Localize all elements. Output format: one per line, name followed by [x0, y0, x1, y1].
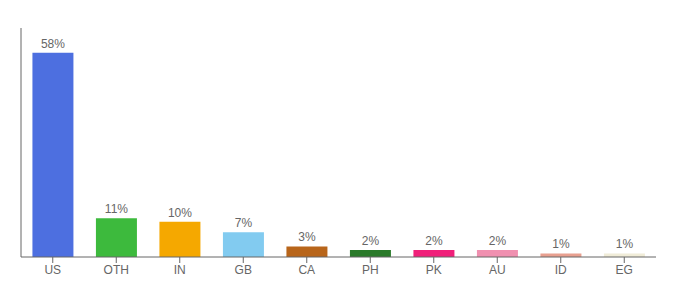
svg-text:PH: PH [362, 263, 379, 277]
svg-text:IN: IN [174, 263, 186, 277]
svg-text:ID: ID [555, 263, 567, 277]
svg-text:10%: 10% [168, 206, 192, 220]
svg-text:11%: 11% [105, 202, 128, 216]
svg-text:1%: 1% [616, 237, 634, 251]
svg-text:AU: AU [489, 263, 506, 277]
svg-text:GB: GB [235, 263, 252, 277]
svg-text:2%: 2% [489, 234, 507, 248]
svg-text:2%: 2% [425, 234, 443, 248]
svg-text:3%: 3% [298, 230, 316, 244]
svg-text:US: US [44, 263, 61, 277]
svg-text:PK: PK [426, 263, 442, 277]
svg-text:1%: 1% [552, 237, 570, 251]
svg-text:58%: 58% [41, 37, 65, 51]
svg-text:EG: EG [616, 263, 633, 277]
svg-text:OTH: OTH [104, 263, 129, 277]
svg-text:7%: 7% [235, 216, 253, 230]
svg-text:CA: CA [298, 263, 315, 277]
svg-text:2%: 2% [362, 234, 380, 248]
